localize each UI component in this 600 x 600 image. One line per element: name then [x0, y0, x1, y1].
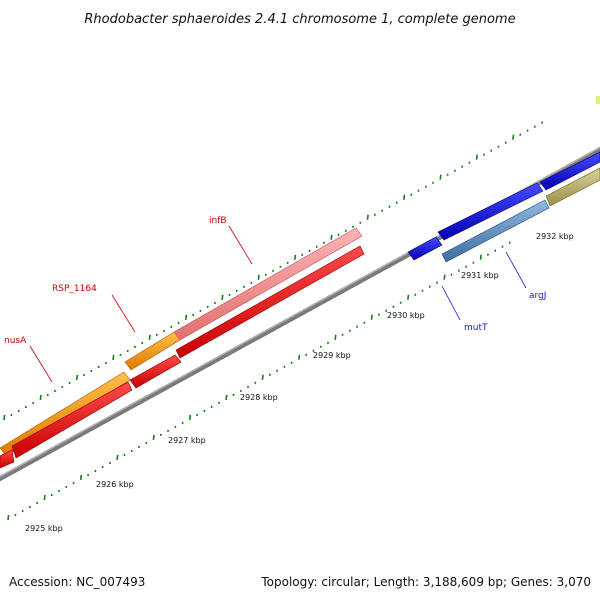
kbp-label-2927: 2927 kbp	[168, 436, 206, 445]
gene-feature-partial-lime	[596, 96, 600, 104]
tick-mark	[403, 194, 406, 200]
tick-mark	[221, 294, 224, 300]
gene-feature-red-1[interactable]	[0, 449, 15, 469]
map-title: Rhodobacter sphaeroides 2.4.1 chromosome…	[84, 12, 515, 27]
tick-mark	[334, 334, 337, 340]
rsp1164-leader	[111, 294, 136, 333]
tick-mark	[225, 394, 228, 400]
gene-feature-red-nusa[interactable]	[11, 381, 133, 459]
gene-feature-blue-1[interactable]	[437, 182, 544, 241]
tick-mark	[3, 414, 6, 421]
tick-mark	[443, 274, 446, 280]
tick-mark	[257, 274, 260, 280]
tick-mark	[479, 254, 482, 260]
accession-text: Accession: NC_007493	[9, 575, 145, 589]
tick-mark	[330, 234, 333, 240]
tick-mark	[39, 394, 42, 401]
gene-label-mutt[interactable]: mutT	[464, 323, 488, 333]
gene-feature-blue-2[interactable]	[539, 151, 600, 191]
tick-mark	[184, 314, 188, 320]
tick-mark	[116, 454, 119, 461]
gene-feature-olive[interactable]	[545, 167, 600, 207]
kbp-label-2929: 2929 kbp	[313, 351, 351, 360]
tick-mark	[261, 374, 264, 380]
tick-mark	[294, 254, 297, 260]
gene-label-infb[interactable]: infB	[209, 216, 227, 226]
tick-mark	[407, 294, 410, 300]
inner-tick-row	[7, 241, 511, 521]
gene-feature-red-infb[interactable]	[175, 245, 365, 359]
genome-summary-text: Topology: circular; Length: 3,188,609 bp…	[260, 575, 591, 589]
kbp-label-2930: 2930 kbp	[387, 311, 425, 320]
outer-tick-row	[3, 121, 544, 421]
genome-backbone	[0, 146, 600, 482]
nusa-leader	[29, 345, 53, 383]
tick-mark	[188, 414, 192, 420]
tick-mark	[148, 334, 151, 341]
tick-mark	[43, 494, 46, 501]
argj-leader	[505, 251, 527, 289]
tick-mark	[366, 214, 369, 220]
infb-leader	[228, 225, 253, 265]
tick-mark	[112, 354, 115, 361]
gene-label-nusa[interactable]: nusA	[4, 336, 27, 346]
gene-feature-argj[interactable]	[441, 199, 550, 263]
kbp-label-2925: 2925 kbp	[25, 524, 63, 533]
kbp-label-2931: 2931 kbp	[461, 271, 499, 280]
gene-label-argj[interactable]: argJ	[529, 291, 546, 301]
gene-feature-blue-mutt[interactable]	[407, 236, 443, 261]
tick-mark	[152, 434, 155, 441]
tick-mark	[298, 354, 301, 360]
mutt-leader	[441, 285, 461, 321]
gene-feature-red-2[interactable]	[129, 354, 182, 389]
gene-feature-infb[interactable]	[173, 227, 363, 341]
tick-mark	[439, 174, 442, 180]
tick-mark	[370, 314, 373, 320]
tick-mark	[79, 474, 83, 481]
tick-mark	[7, 514, 10, 521]
tick-mark	[75, 374, 79, 381]
tick-mark	[512, 134, 515, 140]
kbp-label-2932: 2932 kbp	[536, 232, 574, 241]
tick-mark	[475, 154, 478, 160]
gene-label-rsp1164[interactable]: RSP_1164	[52, 284, 97, 294]
kbp-label-2928: 2928 kbp	[240, 393, 278, 402]
kbp-label-2926: 2926 kbp	[96, 480, 134, 489]
